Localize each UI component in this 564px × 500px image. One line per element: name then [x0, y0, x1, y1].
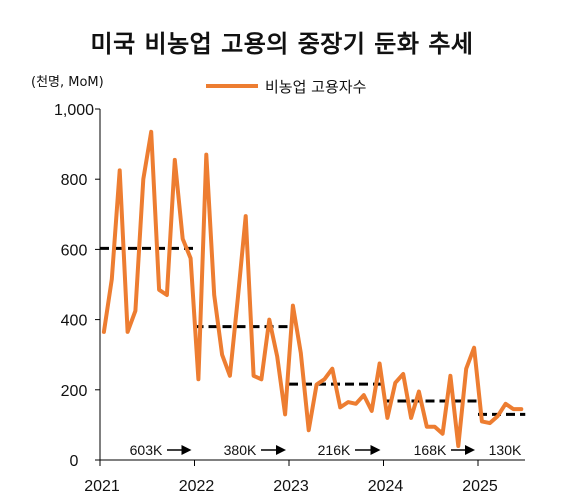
- y-tick-label: 400: [61, 313, 88, 330]
- period-average-label: 603K: [130, 442, 163, 458]
- legend-label: 비농업 고용자수: [265, 78, 366, 96]
- x-tick-label: 2023: [273, 478, 309, 495]
- x-tick-label: 2025: [462, 478, 498, 495]
- period-arrow-head: [370, 445, 381, 455]
- chart-title: 미국 비농업 고용의 중장기 둔화 추세: [90, 30, 474, 58]
- period-average-label: 168K: [414, 442, 447, 458]
- axes: 0 200 400 600 800 1,000 2021 2022 2023 2024 2025 (천…: [31, 75, 525, 495]
- y-unit-label: (천명, MoM): [31, 75, 104, 90]
- x-tick-label: 2024: [368, 478, 404, 495]
- period-average-lines: [100, 246, 526, 416]
- y-tick-label: 0: [70, 453, 79, 470]
- period-arrow-head: [276, 445, 286, 455]
- period-arrow-head: [465, 445, 475, 455]
- period-annotations: 603K 380K 216K 168K 130K: [130, 442, 522, 458]
- period-average-label: 216K: [318, 442, 351, 458]
- y-tick-label: 200: [61, 383, 88, 400]
- series-line-nonfarm-payrolls: [101, 129, 524, 448]
- legend: 비농업 고용자수: [206, 78, 366, 96]
- y-tick-label: 1,000: [54, 102, 94, 119]
- y-tick-label: 800: [61, 172, 88, 189]
- x-tick-label: 2022: [179, 478, 215, 495]
- period-arrow-head: [181, 445, 192, 455]
- period-average-label: 130K: [489, 442, 522, 458]
- period-average-label: 380K: [224, 442, 257, 458]
- series-layer: [101, 129, 524, 448]
- y-tick-label: 600: [61, 242, 88, 259]
- x-tick-label: 2021: [84, 478, 120, 495]
